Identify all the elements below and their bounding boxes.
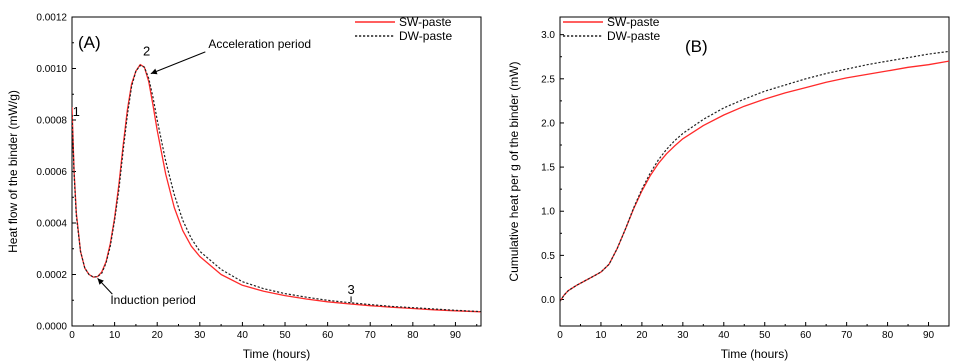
x-tick-label: 40 xyxy=(718,330,730,341)
x-tick-label: 90 xyxy=(923,330,935,341)
legend-label: DW-paste xyxy=(399,29,452,43)
x-tick-label: 0 xyxy=(69,330,75,341)
panel-label: (B) xyxy=(685,37,708,56)
x-tick-label: 10 xyxy=(109,330,121,341)
y-tick-label: 0.0006 xyxy=(36,167,67,178)
annotation-induct: Induction period xyxy=(110,293,195,307)
legend-label: SW-paste xyxy=(399,15,452,29)
x-tick-label: 70 xyxy=(841,330,853,341)
chart-panel-a: 0 10 20 30 40 50 60 70 80 90 0.0000 0.0002 0.0004 0.0… xyxy=(6,13,482,361)
series-line-sw-paste xyxy=(72,63,481,313)
y-tick-label: 1.0 xyxy=(541,207,555,218)
x-tick-label: 10 xyxy=(595,330,607,341)
y-tick-label: 0.0002 xyxy=(36,270,67,281)
y-tick-label: 0.5 xyxy=(541,251,555,262)
annotation-arrow-head xyxy=(97,278,104,285)
point-label-p2: 2 xyxy=(143,44,150,59)
y-axis-label: Heat flow of the binder (mW/g) xyxy=(6,90,20,253)
y-tick-label: 2.5 xyxy=(541,74,555,85)
x-tick-label: 30 xyxy=(677,330,689,341)
x-tick-label: 50 xyxy=(279,330,291,341)
legend-label: SW-paste xyxy=(607,15,660,29)
x-tick-label: 60 xyxy=(322,330,334,341)
y-tick-label: 0.0004 xyxy=(36,219,67,230)
x-axis-label: Time (hours) xyxy=(721,347,789,361)
y-axis-label: Cumulative heat per g of the binder (mW) xyxy=(507,61,521,281)
x-tick-label: 20 xyxy=(636,330,648,341)
x-tick-label: 90 xyxy=(450,330,462,341)
annotation-arrow-line xyxy=(150,51,206,75)
x-tick-label: 60 xyxy=(800,330,812,341)
x-tick-label: 80 xyxy=(882,330,894,341)
point-label-p3: 3 xyxy=(347,282,354,297)
annotation-arrow-head xyxy=(150,68,158,75)
point-label-p1: 1 xyxy=(73,104,80,119)
y-tick-label: 0.0008 xyxy=(36,116,67,127)
x-tick-label: 80 xyxy=(407,330,419,341)
x-tick-label: 50 xyxy=(759,330,771,341)
x-tick-label: 30 xyxy=(194,330,206,341)
plot-frame xyxy=(559,16,950,327)
y-tick-label: 0.0 xyxy=(541,295,555,306)
y-tick-label: 3.0 xyxy=(541,30,555,41)
plot-frame xyxy=(71,16,482,327)
x-tick-label: 0 xyxy=(557,330,563,341)
x-tick-label: 40 xyxy=(237,330,249,341)
y-tick-label: 0.0012 xyxy=(36,13,67,24)
x-tick-label: 70 xyxy=(365,330,377,341)
series-line-sw-paste xyxy=(560,60,949,302)
x-tick-label: 20 xyxy=(152,330,164,341)
annotation-accel: Acceleration period xyxy=(208,37,311,51)
panel-label: (A) xyxy=(78,33,101,52)
series-line-dw-paste xyxy=(560,50,949,302)
y-tick-label: 0.0010 xyxy=(36,64,67,75)
legend-label: DW-paste xyxy=(607,29,660,43)
x-axis-label: Time (hours) xyxy=(243,347,311,361)
y-tick-label: 1.5 xyxy=(541,163,555,174)
series-line-dw-paste xyxy=(72,64,481,313)
chart-panel-b: 0 10 20 30 40 50 60 70 80 90 0.0 0.5 1.0 1.5 2.0 2.5 3.0… xyxy=(507,15,950,361)
y-tick-label: 2.0 xyxy=(541,118,555,129)
y-tick-label: 0.0000 xyxy=(36,322,67,333)
